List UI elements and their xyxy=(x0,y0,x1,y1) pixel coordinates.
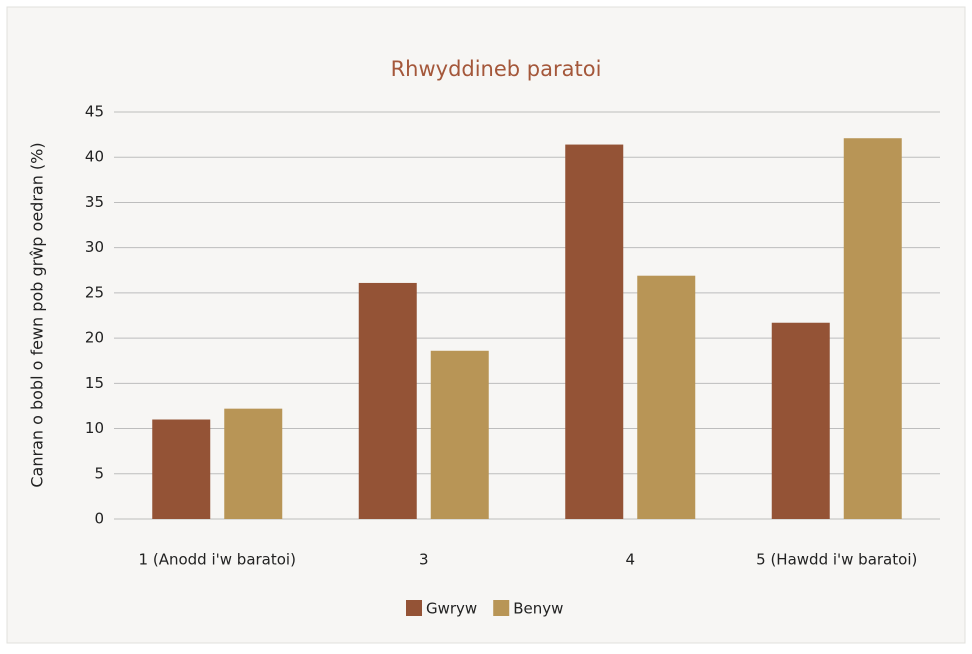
bar xyxy=(565,144,624,519)
legend-label: Gwryw xyxy=(426,600,477,618)
bar xyxy=(358,282,417,519)
y-tick-label: 0 xyxy=(94,510,104,528)
y-tick-label: 30 xyxy=(85,238,104,256)
y-tick-label: 25 xyxy=(85,283,104,301)
y-tick-label: 15 xyxy=(85,374,104,392)
y-tick-label: 40 xyxy=(85,148,104,166)
x-tick-label: 3 xyxy=(419,551,429,569)
y-tick-label: 10 xyxy=(85,419,104,437)
x-tick-label: 5 (Hawdd i'w baratoi) xyxy=(756,551,917,569)
legend-swatch xyxy=(406,600,422,616)
bar xyxy=(843,138,902,519)
bar xyxy=(430,350,489,519)
legend-swatch xyxy=(493,600,510,616)
bar xyxy=(224,408,283,519)
chart-title: Rhwyddineb paratoi xyxy=(391,57,602,81)
bar xyxy=(771,322,830,519)
legend-label: Benyw xyxy=(513,600,563,618)
x-tick-label: 1 (Anodd i'w baratoi) xyxy=(139,551,296,569)
y-tick-label: 20 xyxy=(85,329,104,347)
bar xyxy=(637,275,696,519)
y-tick-label: 5 xyxy=(94,464,104,482)
y-axis-label: Canran o bobl o fewn pob grŵp oedran (%) xyxy=(28,142,47,487)
x-tick-label: 4 xyxy=(625,551,635,569)
bar xyxy=(152,419,211,519)
y-tick-label: 45 xyxy=(85,103,104,121)
y-tick-label: 35 xyxy=(85,193,104,211)
